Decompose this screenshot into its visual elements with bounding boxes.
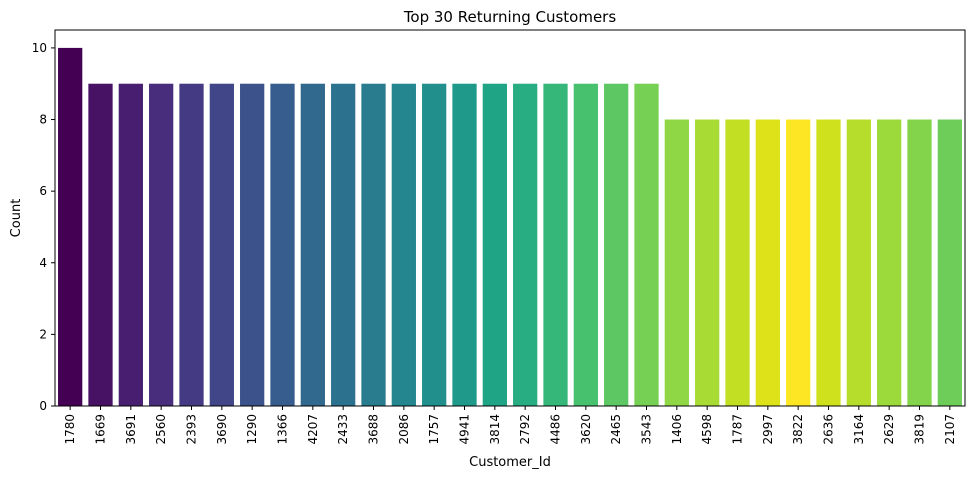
x-tick-label: 3620 — [579, 414, 593, 445]
x-tick-label: 1780 — [63, 414, 77, 445]
bar-1290 — [240, 83, 265, 407]
plot-frame — [54, 29, 966, 407]
x-tick-label: 2107 — [943, 414, 957, 445]
y-tick-label: 0 — [39, 399, 47, 413]
x-tick-label: 3690 — [215, 414, 229, 445]
bar-4207 — [300, 83, 325, 407]
x-tick-label: 2393 — [185, 414, 199, 445]
y-tick-label: 4 — [39, 256, 47, 270]
x-tick-label: 4598 — [700, 414, 714, 445]
y-tick-label: 6 — [39, 184, 47, 198]
y-axis: 0 2 4 6 8 10 — [32, 41, 55, 413]
x-tick-label: 4207 — [306, 414, 320, 445]
x-tick-label: 3814 — [488, 414, 502, 445]
bar-3822 — [786, 119, 811, 407]
x-tick-label: 1406 — [670, 414, 684, 445]
bar-4598 — [695, 119, 720, 407]
x-tick-label: 1787 — [731, 414, 745, 445]
y-axis-label: Count — [9, 199, 24, 238]
x-axis-label: Customer_Id — [469, 455, 551, 470]
bar-2433 — [331, 83, 356, 407]
x-tick-label: 1757 — [427, 414, 441, 445]
bar-4486 — [543, 83, 568, 407]
y-tick-label: 8 — [39, 113, 47, 127]
bar-4941 — [452, 83, 477, 407]
x-tick-label: 3691 — [124, 414, 138, 445]
x-tick-label: 1669 — [94, 414, 108, 445]
x-tick-label: 1290 — [245, 414, 259, 445]
x-tick-label: 4941 — [458, 414, 472, 445]
bar-2560 — [149, 83, 174, 407]
bar-1669 — [88, 83, 113, 407]
bar-1780 — [58, 47, 83, 407]
bar-1366 — [270, 83, 295, 407]
plot-area — [58, 47, 962, 407]
x-tick-label: 2465 — [609, 414, 623, 445]
x-tick-label: 2629 — [882, 414, 896, 445]
x-tick-label: 2997 — [761, 414, 775, 445]
bar-3164 — [846, 119, 871, 407]
x-tick-label: 2560 — [154, 414, 168, 445]
x-tick-label: 3543 — [640, 414, 654, 445]
bar-2636 — [816, 119, 841, 407]
x-tick-label: 3822 — [791, 414, 805, 445]
bar-1757 — [422, 83, 447, 407]
x-tick-label: 2433 — [336, 414, 350, 445]
bar-2792 — [513, 83, 538, 407]
y-tick-label: 2 — [39, 327, 47, 341]
x-tick-label: 2086 — [397, 414, 411, 445]
x-axis: 1780 1669 3691 2560 2393 3690 1290 1366 4207 2433… — [63, 406, 957, 445]
bar-3620 — [573, 83, 598, 407]
x-tick-label: 2636 — [822, 414, 836, 445]
x-tick-label: 3164 — [852, 414, 866, 445]
bar-3543 — [634, 83, 659, 407]
chart-title: Top 30 Returning Customers — [403, 8, 617, 26]
bar-3814 — [482, 83, 507, 407]
bar-2465 — [604, 83, 629, 407]
x-tick-label: 1366 — [276, 414, 290, 445]
y-tick-label: 10 — [32, 41, 47, 55]
bar-2997 — [755, 119, 780, 407]
x-tick-label: 3688 — [367, 414, 381, 445]
bar-2086 — [391, 83, 416, 407]
x-tick-label: 3819 — [913, 414, 927, 445]
bar-1787 — [725, 119, 750, 407]
bar-3691 — [118, 83, 143, 407]
bar-3690 — [209, 83, 234, 407]
bar-2629 — [877, 119, 902, 407]
bar-2107 — [937, 119, 962, 407]
bar-3688 — [361, 83, 386, 407]
x-tick-label: 2792 — [518, 414, 532, 445]
bar-3819 — [907, 119, 932, 407]
x-tick-label: 4486 — [549, 414, 563, 445]
bar-1406 — [664, 119, 689, 407]
bar-2393 — [179, 83, 204, 407]
